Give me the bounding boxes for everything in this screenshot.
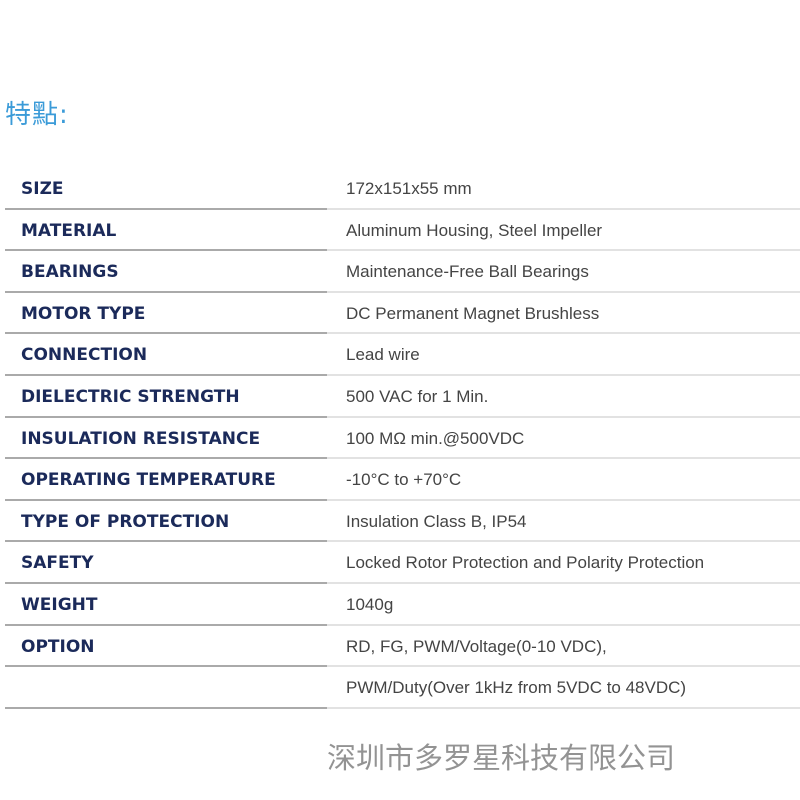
spec-row: MOTOR TYPE DC Permanent Magnet Brushless [5,293,800,335]
row-divider [5,540,327,543]
spec-label: TYPE OF PROTECTION [21,511,230,532]
spec-label: DIELECTRIC STRENGTH [21,386,240,407]
spec-value: 100 MΩ min.@500VDC [346,428,525,448]
section-title: 特點: [5,100,69,130]
spec-table: SIZE 172x151x55 mm MATERIAL Aluminum Hou… [5,168,800,709]
spec-row: CONNECTION Lead wire [5,334,800,376]
spec-value: Insulation Class B, IP54 [346,511,527,531]
spec-value: Lead wire [346,345,420,365]
spec-row: SAFETY Locked Rotor Protection and Polar… [5,542,800,584]
spec-row: PWM/Duty(Over 1kHz from 5VDC to 48VDC) [5,667,800,709]
spec-label: MATERIAL [21,220,117,241]
spec-row: DIELECTRIC STRENGTH 500 VAC for 1 Min. [5,376,800,418]
row-divider [5,415,327,418]
row-divider [327,249,800,252]
spec-label: SAFETY [21,553,94,574]
spec-value: 500 VAC for 1 Min. [346,386,489,406]
row-divider [327,415,800,418]
row-divider [5,290,327,293]
row-divider [327,373,800,376]
row-divider [5,249,327,252]
row-divider [5,332,327,335]
row-divider [5,581,327,584]
spec-row: INSULATION RESISTANCE 100 MΩ min.@500VDC [5,418,800,460]
spec-row: TYPE OF PROTECTION Insulation Class B, I… [5,501,800,543]
row-divider [5,373,327,376]
spec-row: SIZE 172x151x55 mm [5,168,800,210]
spec-value: PWM/Duty(Over 1kHz from 5VDC to 48VDC) [346,678,687,698]
row-divider [327,706,800,709]
spec-label: MOTOR TYPE [21,303,146,324]
spec-value: -10°C to +70°C [346,470,462,490]
row-divider [5,207,327,210]
spec-label: SIZE [21,179,64,199]
spec-value: Locked Rotor Protection and Polarity Pro… [346,553,705,573]
row-divider [5,457,327,460]
spec-label: CONNECTION [21,345,148,366]
row-divider [5,706,327,709]
spec-row: WEIGHT 1040g [5,584,800,626]
row-divider [327,332,800,335]
row-divider [327,665,800,668]
row-divider [327,207,800,210]
spec-value: Maintenance-Free Ball Bearings [346,262,589,282]
row-divider [5,665,327,668]
spec-label: INSULATION RESISTANCE [21,428,261,449]
row-divider [327,290,800,293]
spec-value: DC Permanent Magnet Brushless [346,303,600,323]
spec-label: WEIGHT [21,594,98,615]
row-divider [5,498,327,501]
spec-row: OPTION RD, FG, PWM/Voltage(0-10 VDC), [5,626,800,668]
spec-value: RD, FG, PWM/Voltage(0-10 VDC), [346,636,607,656]
row-divider [327,498,800,501]
row-divider [327,581,800,584]
spec-label: OPTION [21,636,95,657]
spec-value: 1040g [346,594,394,614]
spec-value: Aluminum Housing, Steel Impeller [346,220,603,240]
spec-row: MATERIAL Aluminum Housing, Steel Impelle… [5,210,800,252]
row-divider [327,457,800,460]
spec-label: BEARINGS [21,262,119,283]
spec-label: OPERATING TEMPERATURE [21,470,276,491]
row-divider [327,540,800,543]
row-divider [5,623,327,626]
spec-value: 172x151x55 mm [346,179,472,198]
spec-row: OPERATING TEMPERATURE -10°C to +70°C [5,459,800,501]
watermark: 深圳市多罗星科技有限公司 [327,741,676,775]
spec-row: BEARINGS Maintenance-Free Ball Bearings [5,251,800,293]
row-divider [327,623,800,626]
